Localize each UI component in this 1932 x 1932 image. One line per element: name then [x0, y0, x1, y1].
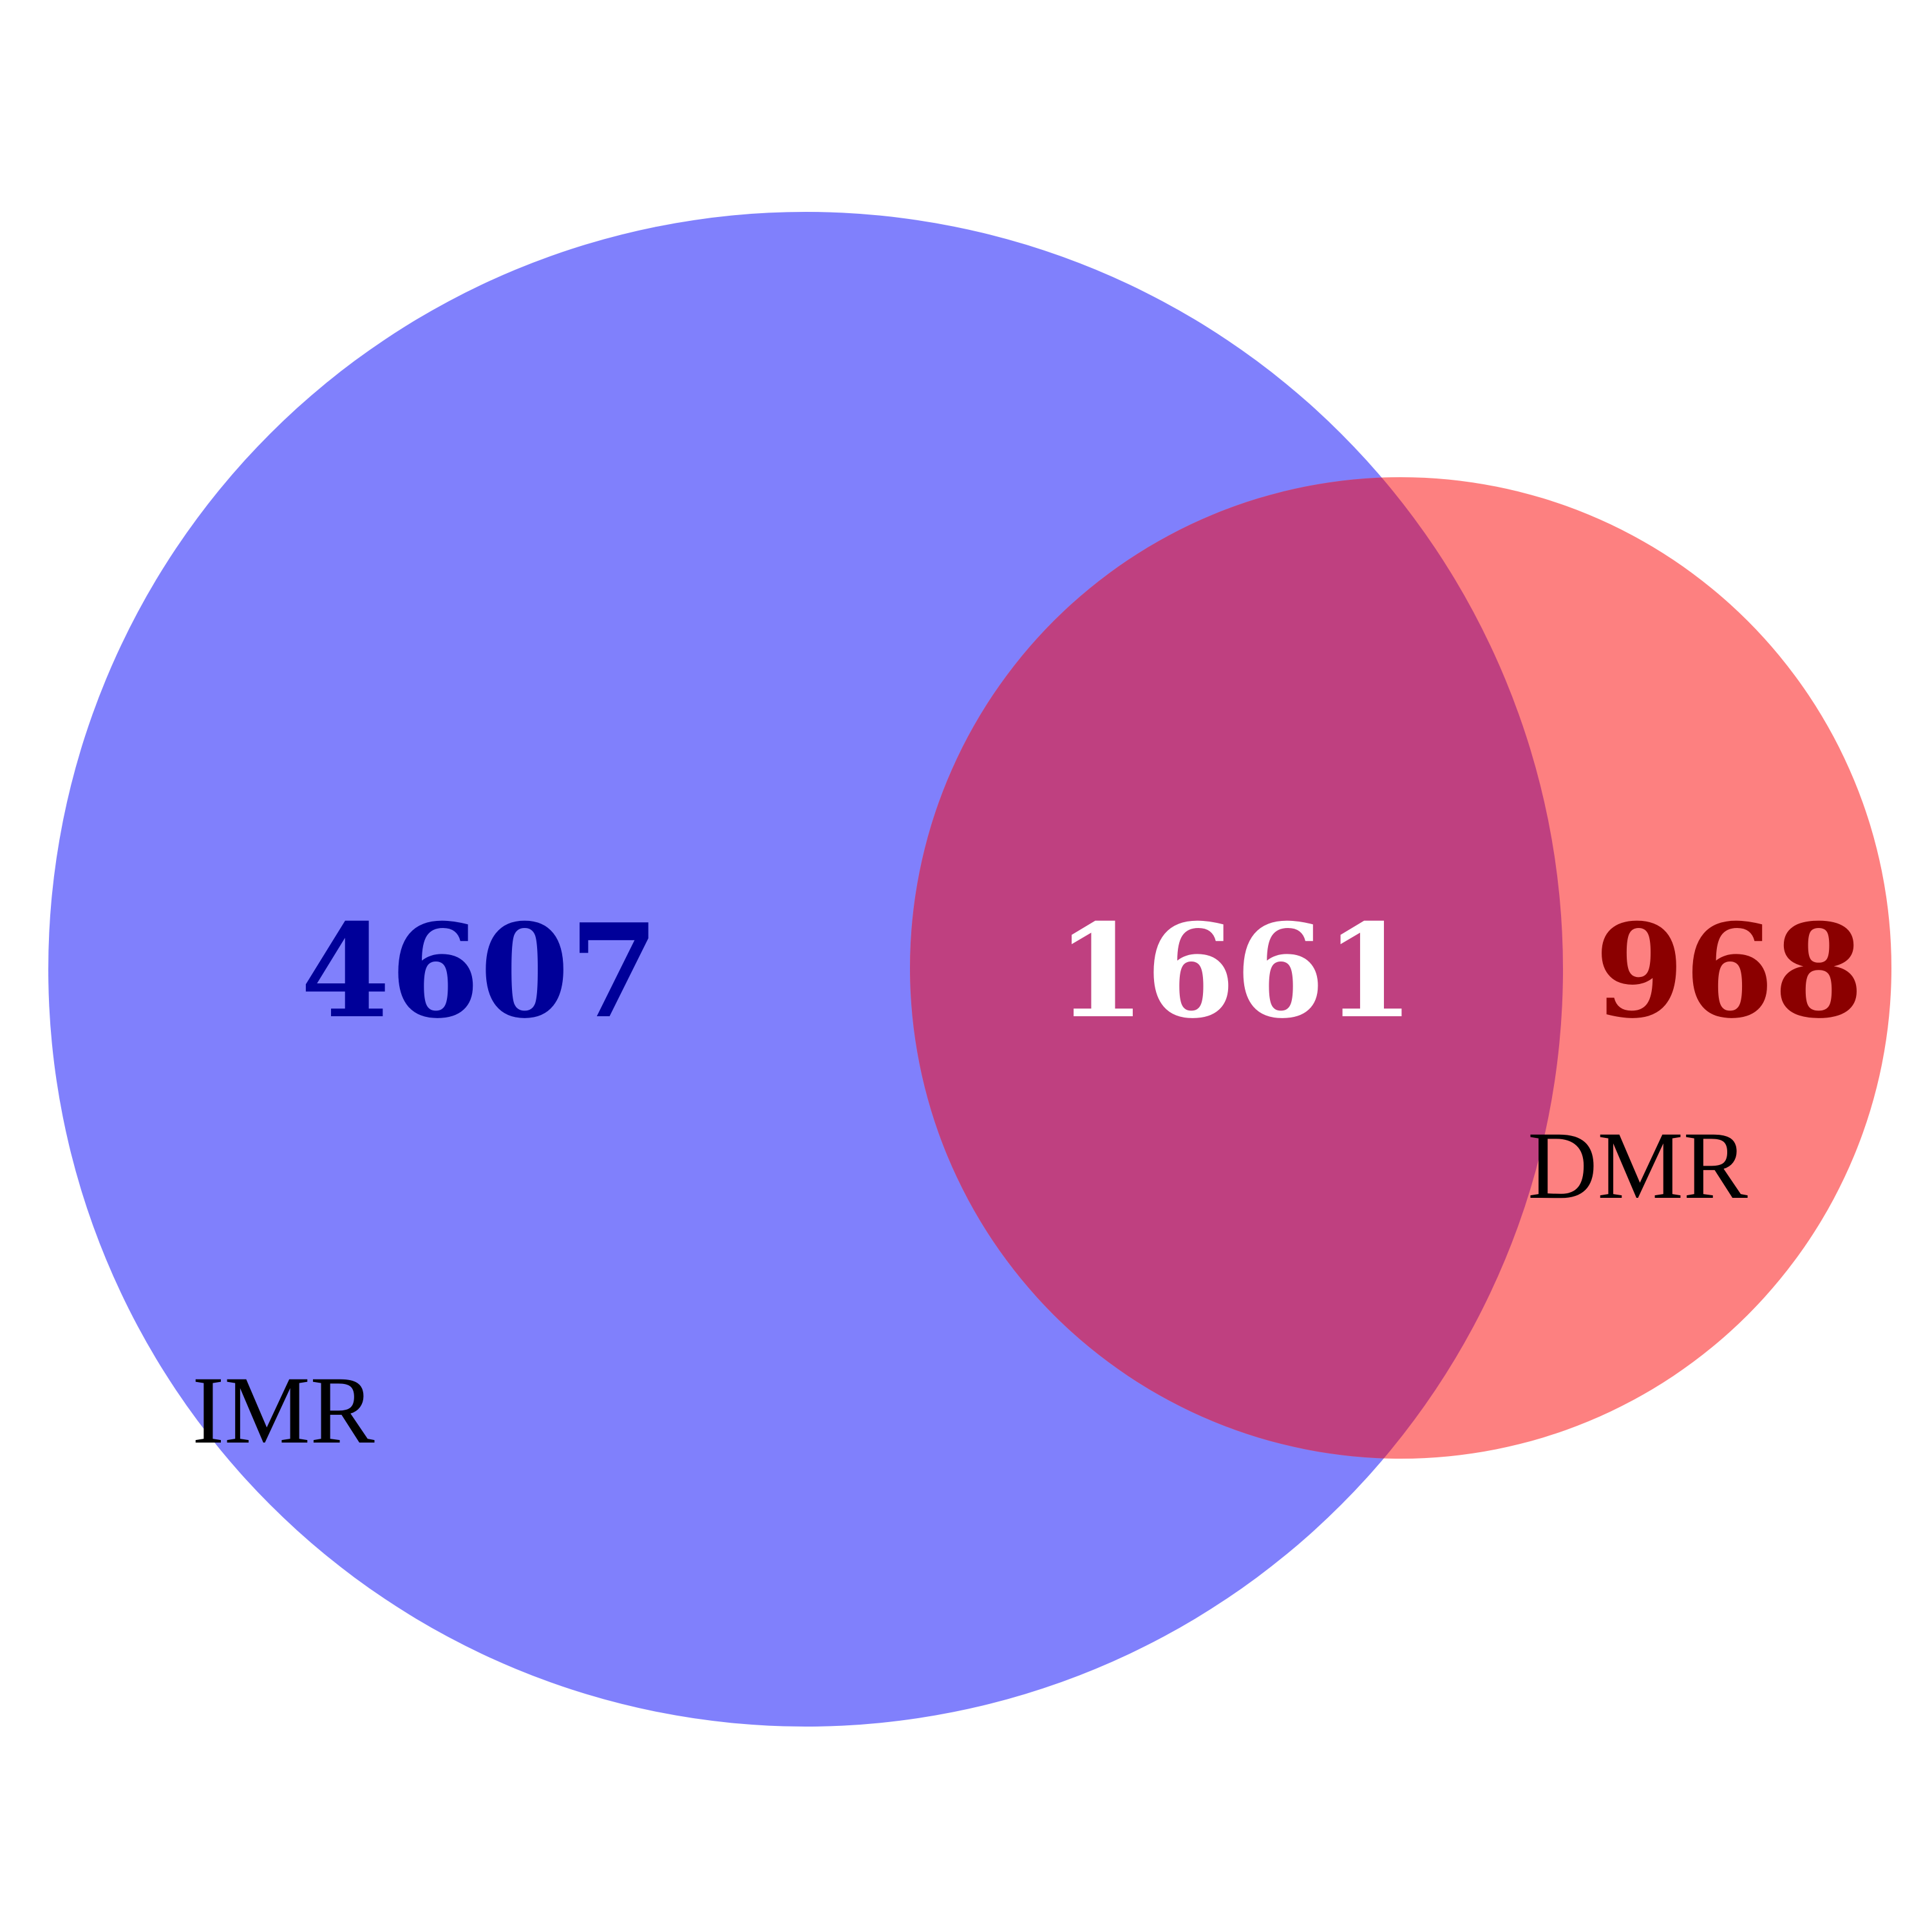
dmr-only-count: 968 — [1595, 896, 1863, 1047]
intersection-region — [910, 477, 1563, 1459]
imr-set-label: IMR — [192, 1357, 374, 1464]
dmr-set-label: DMR — [1528, 1112, 1748, 1219]
imr-only-count: 4607 — [301, 896, 659, 1047]
intersection-count: 1661 — [1056, 896, 1415, 1047]
